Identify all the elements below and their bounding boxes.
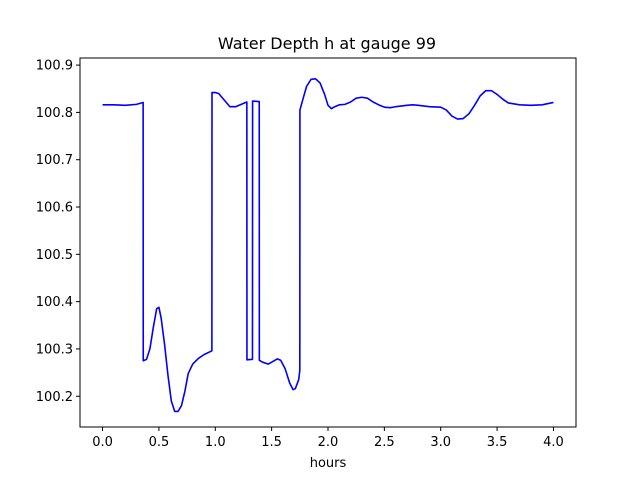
y-tick-label: 100.9 bbox=[36, 59, 73, 74]
y-axis: 100.2 100.3 100.4 100.5 100.6 100.7 100.8 100.9 bbox=[36, 59, 80, 405]
axes-frame bbox=[79, 57, 577, 428]
y-tick-label: 100.7 bbox=[36, 153, 73, 168]
x-tick-label: 3.5 bbox=[487, 435, 508, 450]
y-tick-label: 100.6 bbox=[36, 201, 73, 216]
y-tick-label: 100.5 bbox=[36, 248, 73, 263]
x-tick-label: 1.5 bbox=[261, 435, 282, 450]
x-tick-label: 0.5 bbox=[149, 435, 170, 450]
x-tick-label: 2.0 bbox=[318, 435, 339, 450]
x-tick-label: 2.5 bbox=[374, 435, 395, 450]
x-tick-label: 3.0 bbox=[430, 435, 451, 450]
x-axis: 0.0 0.5 1.0 1.5 2.0 2.5 3.0 3.5 4.0 bbox=[92, 427, 564, 450]
plot-area bbox=[102, 78, 554, 413]
y-tick-label: 100.3 bbox=[36, 342, 73, 357]
x-tick-label: 1.0 bbox=[205, 435, 226, 450]
x-tick-label: 4.0 bbox=[543, 435, 564, 450]
x-tick-label: 0.0 bbox=[92, 435, 113, 450]
chart-title: Water Depth h at gauge 99 bbox=[218, 34, 436, 53]
y-tick-label: 100.8 bbox=[36, 106, 73, 121]
series-line bbox=[102, 78, 554, 413]
x-axis-label: hours bbox=[310, 456, 347, 471]
y-tick-label: 100.2 bbox=[36, 390, 73, 405]
y-tick-label: 100.4 bbox=[36, 295, 73, 310]
